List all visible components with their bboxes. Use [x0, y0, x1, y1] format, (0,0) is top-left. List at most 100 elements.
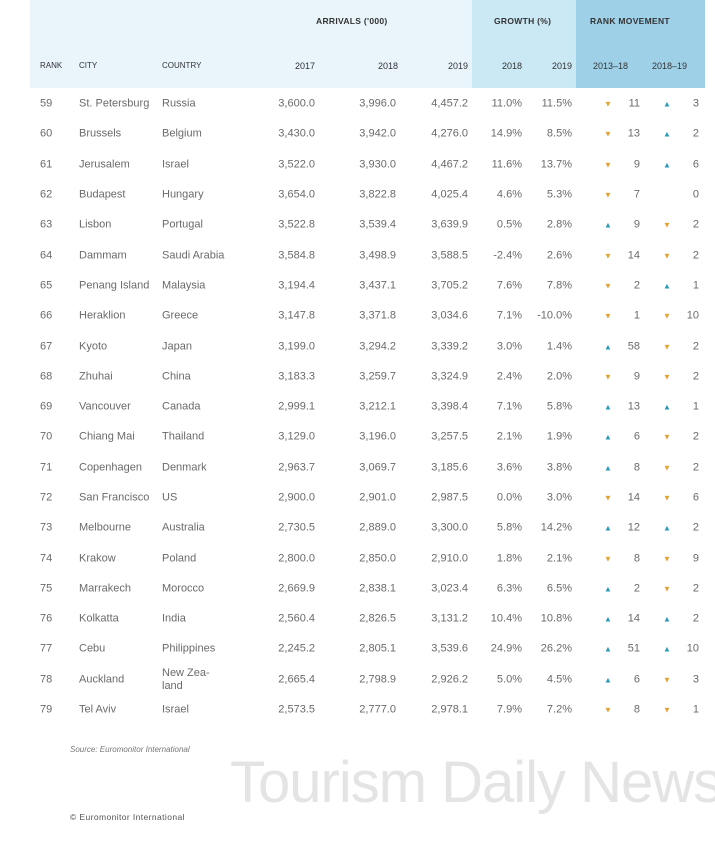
arrivals-2019-cell: 3,339.2	[431, 340, 468, 353]
arrow-down-icon: ▼	[604, 281, 612, 291]
growth-2019-cell: 11.5%	[541, 97, 572, 110]
arrivals-group-header: ARRIVALS ('000)	[316, 16, 388, 26]
rank-movement-2018-19-cell: ▲ 2	[663, 128, 701, 141]
rank-change-value: 6	[692, 158, 699, 171]
city-cell: Copenhagen	[79, 461, 143, 474]
table-row: 63 Lisbon Portugal 3,522.8 3,539.4 3,639.9 0.5…	[0, 210, 715, 240]
arrow-up-icon: ▲	[604, 463, 612, 473]
rank-movement-2013-18-cell: ▼ 14	[604, 249, 642, 262]
arrow-down-icon: ▼	[663, 584, 671, 594]
arrivals-2019-cell: 4,025.4	[431, 188, 468, 201]
growth-2019-cell: 1.9%	[546, 430, 572, 443]
city-cell: Zhuhai	[79, 370, 113, 383]
rank-change-value: 8	[633, 703, 640, 716]
rank-change-value: 10	[686, 309, 699, 322]
arrow-up-icon: ▲	[663, 160, 671, 170]
city-cell: Heraklion	[79, 309, 126, 322]
growth-2018-cell: 5.8%	[496, 521, 522, 534]
table-row: 70 Chiang Mai Thailand 3,129.0 3,196.0 3,257.…	[0, 422, 715, 452]
growth-2018-cell: 7.1%	[496, 400, 522, 413]
arrivals-2019-cell: 3,023.4	[431, 582, 468, 595]
rank-change-value: 9	[633, 218, 640, 231]
rank-movement-2013-18-cell: ▲ 14	[604, 613, 642, 626]
arrow-up-icon: ▲	[663, 614, 671, 624]
city-cell: Budapest	[79, 188, 126, 201]
table-row: 77 Cebu Philippines 2,245.2 2,805.1 3,539.6 24…	[0, 634, 715, 664]
rank-change-value: 0	[692, 188, 699, 201]
arrow-up-icon: ▲	[604, 342, 612, 352]
rank-change-value: 51	[627, 642, 640, 655]
rank-change-value: 2	[633, 279, 640, 292]
country-cell: Thailand	[162, 430, 205, 443]
rank-change-value: 8	[633, 461, 640, 474]
growth-2018-cell: -2.4%	[493, 249, 522, 262]
city-cell: Brussels	[79, 127, 122, 140]
growth-2019-cell: 3.0%	[546, 491, 572, 504]
copyright: © Euromonitor International	[70, 812, 185, 822]
rank-cell: 73	[40, 521, 53, 534]
rank-change-value: 3	[692, 673, 699, 686]
city-cell: Dammam	[79, 249, 127, 262]
table-row: 67 Kyoto Japan 3,199.0 3,294.2 3,339.2 3.0% 1.4…	[0, 331, 715, 361]
rank-change-value: 1	[692, 703, 699, 716]
rank-cell: 77	[40, 642, 53, 655]
rank-cell: 71	[40, 461, 53, 474]
arrivals-2018-cell: 3,259.7	[359, 370, 396, 383]
country-cell: Philippines	[162, 642, 216, 655]
table-row: 68 Zhuhai China 3,183.3 3,259.7 3,324.9 2.4% 2.…	[0, 362, 715, 392]
rank-movement-2018-19-cell: ▲ 1	[663, 401, 701, 414]
rank-movement-2018-19-cell: 0	[663, 189, 701, 202]
arrivals-2018-cell: 3,996.0	[359, 97, 396, 110]
table-row: 59 St. Petersburg Russia 3,600.0 3,996.0 4,45…	[0, 89, 715, 119]
arrivals-2018-cell: 2,777.0	[359, 703, 396, 716]
rank-movement-2018-19-cell: ▲ 2	[663, 522, 701, 535]
rank-change-value: 2	[692, 430, 699, 443]
rank-movement-2013-18-cell: ▼ 8	[604, 704, 642, 717]
arrow-down-icon: ▼	[663, 705, 671, 715]
rank-movement-2018-19-cell: ▼ 2	[663, 249, 701, 262]
rank-movement-2018-19-cell: ▼ 2	[663, 461, 701, 474]
country-cell: Israel	[162, 158, 189, 171]
rank-movement-2013-18-cell: ▲ 58	[604, 340, 642, 353]
arrow-down-icon: ▼	[663, 220, 671, 230]
rank-change-value: 6	[633, 430, 640, 443]
rank-movement-2013-18-cell: ▼ 2	[604, 279, 642, 292]
rank-change-value: 10	[686, 642, 699, 655]
rank-movement-2013-18-cell: ▲ 6	[604, 673, 642, 686]
table-row: 61 Jerusalem Israel 3,522.0 3,930.0 4,467.2 11…	[0, 150, 715, 180]
rank-change-value: 7	[633, 188, 640, 201]
arrow-up-icon: ▲	[604, 523, 612, 533]
rank-movement-2013-18-cell: ▼ 11	[604, 98, 642, 111]
rank-change-value: 2	[633, 582, 640, 595]
growth-2019-cell: 2.6%	[546, 249, 572, 262]
rank-cell: 63	[40, 218, 53, 231]
arrow-down-icon: ▼	[663, 342, 671, 352]
country-cell: Malaysia	[162, 279, 206, 292]
city-cell: Chiang Mai	[79, 430, 135, 443]
arrivals-2017-cell: 2,730.5	[278, 521, 315, 534]
country-cell: India	[162, 612, 186, 625]
rank-change-value: 2	[692, 127, 699, 140]
arrow-up-icon: ▲	[663, 402, 671, 412]
rank-cell: 68	[40, 370, 53, 383]
growth-2018-cell: 2.4%	[496, 370, 522, 383]
growth-2018-cell: 4.6%	[496, 188, 522, 201]
arrivals-2019-cell: 3,639.9	[431, 218, 468, 231]
growth-2019-cell: 4.5%	[546, 673, 572, 686]
table-body: 59 St. Petersburg Russia 3,600.0 3,996.0 4,45…	[0, 89, 715, 725]
growth-2019-cell: -10.0%	[537, 309, 572, 322]
growth-2018-cell: 3.0%	[496, 340, 522, 353]
arrivals-2017-cell: 3,129.0	[278, 430, 315, 443]
arrivals-2017-cell: 3,194.4	[278, 279, 315, 292]
arrivals-2019-cell: 3,398.4	[431, 400, 468, 413]
arrivals-2017-cell: 2,245.2	[278, 642, 315, 655]
rank-movement-2013-18-cell: ▲ 9	[604, 219, 642, 232]
arrow-down-icon: ▼	[663, 675, 671, 685]
table-row: 66 Heraklion Greece 3,147.8 3,371.8 3,034.6 7.…	[0, 301, 715, 331]
arrivals-2017-cell: 2,800.0	[278, 552, 315, 565]
arrivals-2017-cell: 2,573.5	[278, 703, 315, 716]
growth-2018-cell: 7.6%	[496, 279, 522, 292]
growth-group-header: GROWTH (%)	[494, 16, 552, 26]
arrivals-2017-cell: 3,522.8	[278, 218, 315, 231]
source-note: Source: Euromonitor International	[70, 745, 190, 754]
